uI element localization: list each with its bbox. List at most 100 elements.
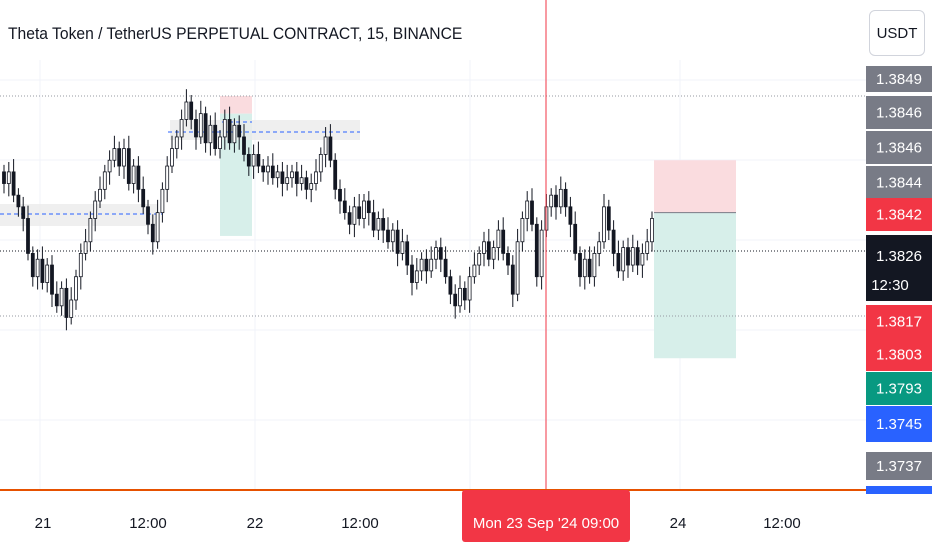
currency-selector-button[interactable]: USDT [869,10,925,56]
candle [160,182,165,223]
candle-body [592,253,597,278]
candle-body [194,119,198,138]
time-axis[interactable]: 21 12:00 22 12:00 24 12:00 Mon 23 Sep '24 09:0… [0,489,866,550]
candle-body [616,253,621,272]
candle [573,211,578,261]
candle [117,141,122,176]
candle-body [501,229,506,254]
candle-body [443,258,448,278]
candle-body [347,212,352,225]
candle [443,246,448,284]
candle-body [328,136,333,161]
candle-body [179,119,184,138]
candle [256,141,261,174]
candle-body [83,241,88,254]
candle [184,89,189,127]
candle [198,100,203,144]
candle-body [102,171,107,190]
candle [88,211,93,252]
candle [222,109,227,150]
candle [83,228,88,261]
candle [304,170,309,200]
candle [362,194,366,229]
candle-body [410,264,414,283]
candle [467,266,472,313]
candle-body [54,293,59,307]
candle-body [275,171,280,179]
candle-body [549,194,554,208]
candle-body [74,276,78,301]
candle-body [126,148,131,184]
candle-body [534,223,539,278]
candle-body [136,165,141,190]
candle [400,228,405,261]
candle-body [650,218,654,243]
candle-body [155,212,160,243]
candle [318,147,323,182]
candle [45,258,50,293]
candle-body [40,258,45,283]
candle-body [362,200,366,219]
candle-body [141,188,146,208]
candle [131,159,136,194]
candle-body [357,206,362,219]
candle [453,284,458,319]
candle [414,258,419,290]
candle [602,194,606,249]
candle-body [174,136,179,149]
candle [309,173,314,203]
countdown-timer: 12:30 [871,277,909,294]
candle [93,191,98,232]
candle [112,135,117,168]
price-tag-bg [866,198,932,231]
candle-body [237,124,242,138]
candle [549,188,554,217]
candle-body [424,258,429,272]
clipped-price-tag [866,486,932,494]
candle [405,234,410,275]
candle [59,281,64,316]
candle [294,161,299,197]
candle [477,246,482,275]
candle-body [606,206,611,231]
candle [458,275,462,313]
time-tick-label: 12:00 [763,515,801,532]
candle-body [208,124,213,144]
candle-body [11,171,16,196]
candle [366,191,371,226]
candle [40,246,45,290]
candle-body [333,159,338,190]
candle [486,228,491,267]
candle-body [45,264,50,283]
candle-body [251,154,256,167]
candle [650,211,654,252]
candle [515,228,520,302]
candle-body [400,241,405,254]
last-price-tag: 1.3826 [876,248,922,265]
candle [381,208,386,243]
candle [563,182,568,217]
candle-body [232,124,237,144]
candle-body [30,253,35,278]
candle-body [256,154,261,167]
candle-body [419,258,424,272]
price-tag: 1.3745 [876,416,922,433]
candle-body [376,218,381,231]
candle [328,124,333,168]
candle-body [558,188,563,208]
candle [626,237,630,278]
candle [429,246,434,278]
candle [635,240,640,275]
candle [496,220,501,261]
price-tick-label-bg [866,452,932,480]
candle-body [467,276,472,301]
candle [246,147,251,176]
candle [352,196,357,238]
candle [645,228,650,261]
candle [170,135,174,174]
candle [314,159,318,191]
candle-body [554,194,558,208]
candle-body [35,258,40,278]
price-axis[interactable]: 1.3849 1.3846 1.3846 1.3844 1.3737 1.3842 1.38… [866,60,932,550]
